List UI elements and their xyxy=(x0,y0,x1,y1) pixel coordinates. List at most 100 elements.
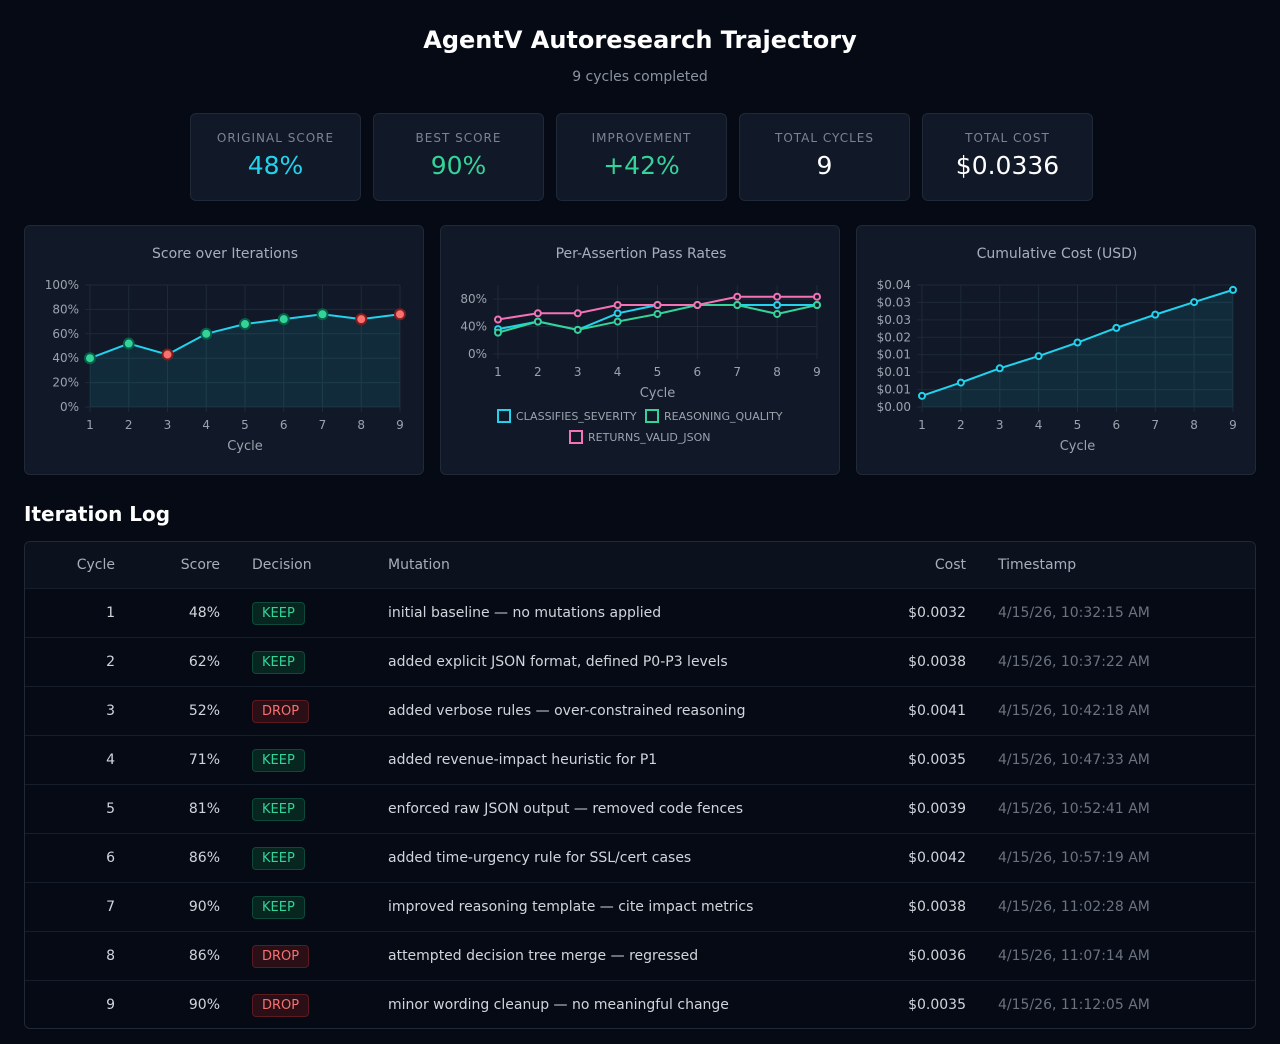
stat-card-improvement: IMPROVEMENT +42% xyxy=(556,113,727,201)
stat-card-total-cycles: TOTAL CYCLES 9 xyxy=(739,113,910,201)
data-point xyxy=(494,328,502,337)
cell-cost: $0.0035 xyxy=(908,997,966,1013)
data-point-keep xyxy=(239,318,251,331)
y-tick-label: $0.04 xyxy=(877,278,911,292)
cell-score: 86% xyxy=(188,850,220,866)
x-tick-label: 2 xyxy=(957,418,965,432)
data-point xyxy=(613,317,622,326)
x-tick-label: 5 xyxy=(1074,418,1082,432)
cell-score: 71% xyxy=(188,752,220,768)
col-cycle[interactable]: Cycle xyxy=(76,557,115,573)
data-point xyxy=(773,309,782,318)
cell-cost: $0.0038 xyxy=(908,899,966,915)
stat-card-original-score: ORIGINAL SCORE 48% xyxy=(190,113,361,201)
chart-title: Score over Iterations xyxy=(152,246,298,262)
decision-badge: KEEP xyxy=(252,895,305,919)
chart-title: Per-Assertion Pass Rates xyxy=(556,246,727,262)
col-mutation[interactable]: Mutation xyxy=(388,557,450,573)
legend-swatch xyxy=(497,409,511,423)
x-tick-label: 6 xyxy=(694,365,702,379)
cell-mutation: minor wording cleanup — no meaningful ch… xyxy=(388,997,729,1013)
stat-value: 9 xyxy=(816,151,833,180)
data-point xyxy=(813,292,821,301)
cell-score: 90% xyxy=(188,899,220,915)
cell-cycle: 1 xyxy=(106,605,115,621)
decision-badge: KEEP xyxy=(252,650,305,674)
y-tick-label: $0.03 xyxy=(877,295,911,309)
data-point xyxy=(733,292,742,301)
x-tick-label: 5 xyxy=(654,365,662,379)
iteration-log-heading: Iteration Log xyxy=(24,502,171,526)
x-tick-label: 1 xyxy=(494,365,502,379)
stat-label: BEST SCORE xyxy=(415,131,502,145)
stat-value: $0.0336 xyxy=(955,151,1060,180)
y-tick-label: 0% xyxy=(60,400,79,414)
cell-score: 90% xyxy=(188,997,220,1013)
score-chart-panel: Score over Iterations 1 2 3 4 5 6 7 8 9 0% 20% 40% 60… xyxy=(24,225,424,475)
data-point xyxy=(653,301,662,310)
x-tick-label: 2 xyxy=(125,418,133,432)
cell-score: 52% xyxy=(188,703,220,719)
cell-cycle: 8 xyxy=(106,948,115,964)
y-tick-label: $0.02 xyxy=(877,330,911,344)
y-tick-label: 60% xyxy=(52,327,79,341)
x-tick-label: 1 xyxy=(918,418,926,432)
data-point xyxy=(773,292,782,301)
y-tick-label: 80% xyxy=(460,292,487,306)
legend-swatch xyxy=(569,430,583,444)
x-tick-label: 7 xyxy=(319,418,327,432)
data-point xyxy=(533,309,542,318)
page-subtitle: 9 cycles completed xyxy=(572,69,708,85)
data-point-drop xyxy=(394,308,406,321)
table-row: 9 90% DROP minor wording cleanup — no me… xyxy=(25,980,1255,1028)
data-point-keep xyxy=(277,313,290,326)
assertion-chart-panel: Per-Assertion Pass Rates 1 2 3 4 5 6 7 8 9 0% 40% 80… xyxy=(440,225,840,475)
cell-score: 48% xyxy=(188,605,220,621)
data-point xyxy=(573,309,582,318)
y-tick-label: $0.01 xyxy=(877,383,911,397)
x-tick-label: 6 xyxy=(280,418,288,432)
x-axis-label: Cycle xyxy=(640,386,676,401)
x-tick-label: 9 xyxy=(813,365,821,379)
data-point xyxy=(995,364,1004,373)
col-decision[interactable]: Decision xyxy=(252,557,312,573)
data-point xyxy=(653,309,662,318)
table-row: 7 90% KEEP improved reasoning template —… xyxy=(25,882,1255,931)
cell-mutation: enforced raw JSON output — removed code … xyxy=(388,801,744,817)
x-tick-label: 8 xyxy=(773,365,781,379)
col-timestamp[interactable]: Timestamp xyxy=(998,557,1077,573)
cell-timestamp: 4/15/26, 10:32:15 AM xyxy=(998,605,1150,621)
cell-timestamp: 4/15/26, 10:37:22 AM xyxy=(998,654,1150,670)
data-point-keep xyxy=(316,308,329,321)
cost-chart: Cumulative Cost (USD) 1 2 3 4 5 6 7 8 9 $0.00 $0.01… xyxy=(877,246,1237,454)
cell-cost: $0.0041 xyxy=(908,703,966,719)
cell-timestamp: 4/15/26, 10:47:33 AM xyxy=(998,752,1150,768)
table-row: 8 86% DROP attempted decision tree merge… xyxy=(25,931,1255,980)
legend-label: REASONING_QUALITY xyxy=(664,410,783,423)
y-tick-label: 0% xyxy=(468,347,487,361)
y-tick-label: 40% xyxy=(52,351,79,365)
iteration-log-table: Cycle Score Decision Mutation Cost Times… xyxy=(24,541,1256,1029)
cell-cycle: 7 xyxy=(106,899,115,915)
area-fill xyxy=(90,314,400,407)
x-tick-label: 5 xyxy=(241,418,249,432)
area-fill xyxy=(922,289,1233,407)
decision-badge: DROP xyxy=(252,944,310,968)
stat-label: TOTAL CYCLES xyxy=(775,131,874,145)
score-chart: Score over Iterations 1 2 3 4 5 6 7 8 9 0% 20% 40% 60… xyxy=(45,246,406,454)
y-tick-label: $0.01 xyxy=(877,348,911,362)
data-point xyxy=(918,391,926,400)
cell-cost: $0.0039 xyxy=(908,801,966,817)
cell-cycle: 6 xyxy=(106,850,115,866)
cell-mutation: improved reasoning template — cite impac… xyxy=(388,899,754,915)
cell-cost: $0.0038 xyxy=(908,654,966,670)
cell-cost: $0.0042 xyxy=(908,850,966,866)
x-tick-label: 4 xyxy=(614,365,622,379)
col-score[interactable]: Score xyxy=(180,557,220,573)
col-cost[interactable]: Cost xyxy=(934,557,966,573)
data-point xyxy=(573,325,582,334)
x-tick-label: 4 xyxy=(1035,418,1043,432)
legend-swatch xyxy=(645,409,659,423)
data-point xyxy=(1034,352,1043,361)
cell-timestamp: 4/15/26, 10:42:18 AM xyxy=(998,703,1150,719)
